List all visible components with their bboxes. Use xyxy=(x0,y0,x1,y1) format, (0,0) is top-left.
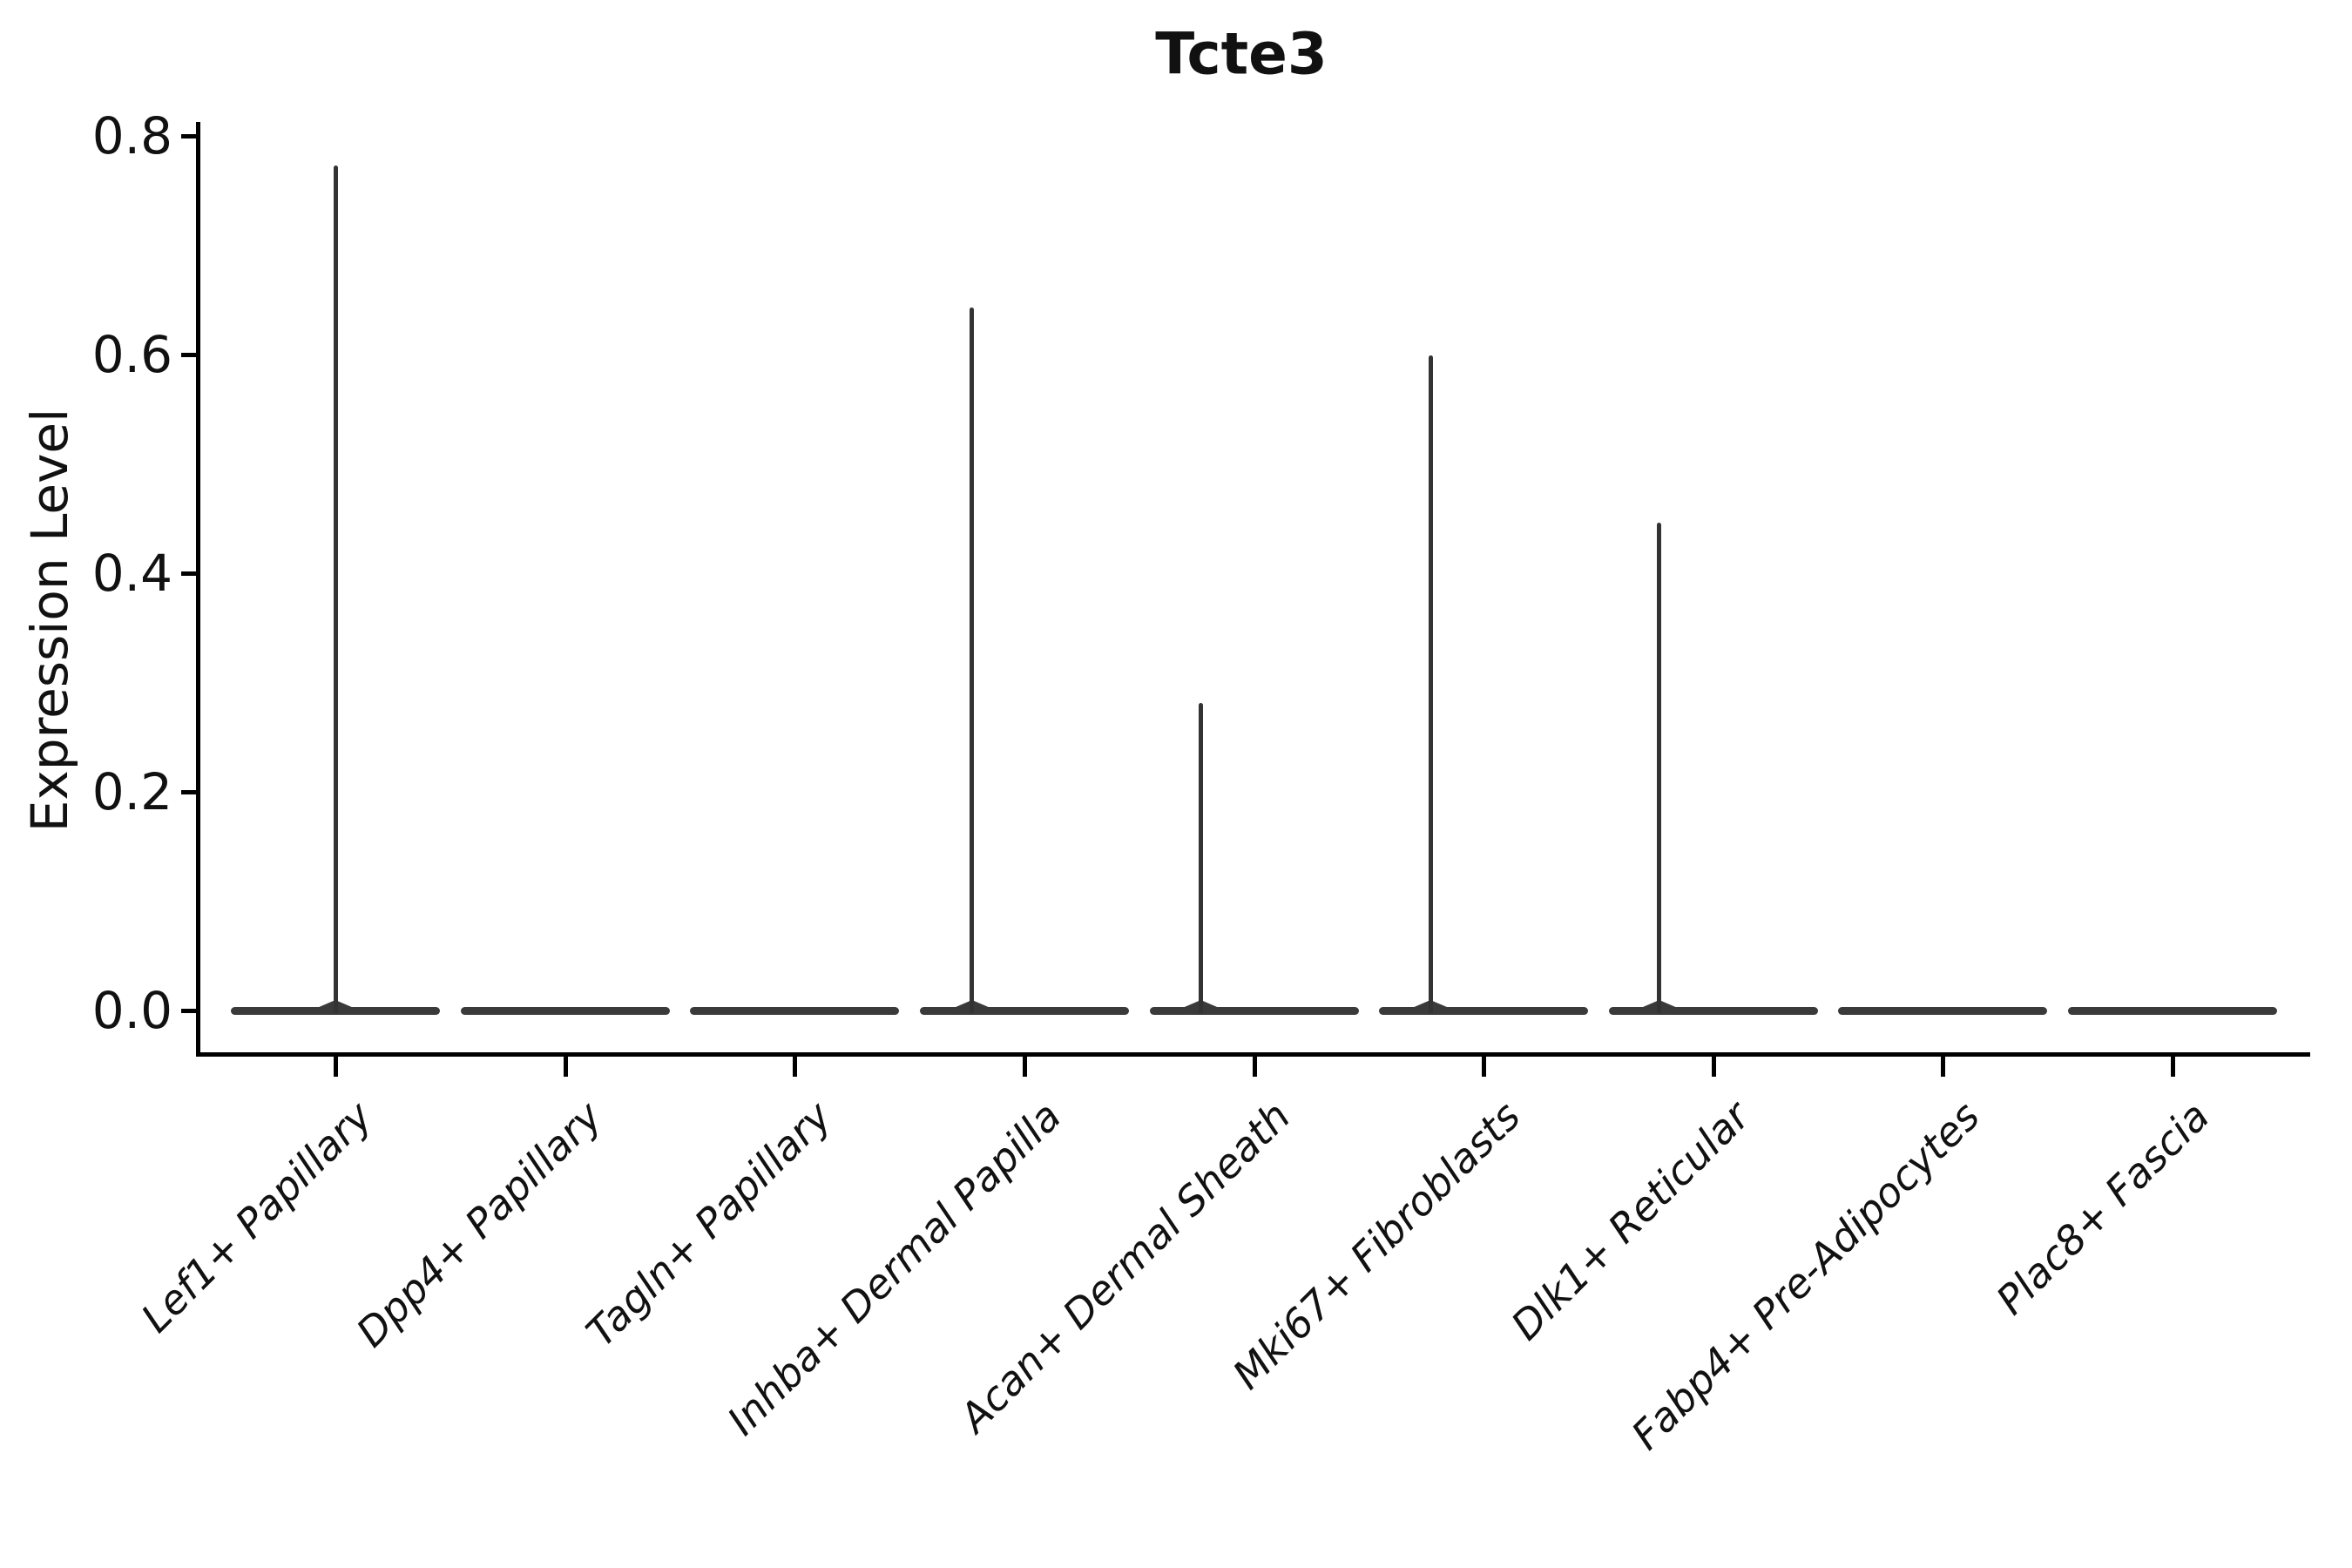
y-tick-label: 0.8 xyxy=(91,106,172,166)
violin-spike xyxy=(1428,355,1433,1013)
x-tick-label: Tagln+ Papillary xyxy=(577,1092,841,1356)
y-axis-label: Expression Level xyxy=(20,408,79,833)
violin-body xyxy=(690,1007,900,1015)
violin-body xyxy=(460,1007,670,1015)
y-tick-label: 0.0 xyxy=(91,981,172,1040)
violin-body xyxy=(919,1007,1129,1015)
x-tick-label: Dpp4+ Papillary xyxy=(347,1092,611,1356)
x-tick xyxy=(1711,1054,1716,1077)
violin-body xyxy=(1379,1007,1589,1015)
x-tick xyxy=(334,1054,338,1077)
violin-spike xyxy=(1199,703,1203,1013)
y-tick-label: 0.6 xyxy=(91,325,172,384)
x-tick-label: Lef1+ Papillary xyxy=(132,1092,382,1342)
y-axis-line xyxy=(196,122,200,1054)
violin-body xyxy=(1838,1007,2048,1015)
y-tick-label: 0.2 xyxy=(91,762,172,821)
y-tick xyxy=(181,1009,197,1013)
violin-body xyxy=(1608,1007,1818,1015)
violin-body xyxy=(1149,1007,1359,1015)
x-tick xyxy=(1941,1054,1946,1077)
x-tick-label: Dlk1+ Reticular xyxy=(1502,1092,1759,1349)
y-tick xyxy=(181,790,197,794)
x-tick xyxy=(1252,1054,1257,1077)
x-tick xyxy=(1482,1054,1487,1077)
x-tick-label: Plac8+ Fascia xyxy=(1986,1092,2219,1324)
violin-spike xyxy=(333,165,338,1013)
y-tick xyxy=(181,134,197,139)
y-tick xyxy=(181,353,197,357)
x-tick xyxy=(2171,1054,2175,1077)
x-tick xyxy=(1022,1054,1027,1077)
violin-spike xyxy=(1657,523,1662,1013)
y-tick-label: 0.4 xyxy=(91,544,172,603)
y-tick xyxy=(181,571,197,576)
violin-spike xyxy=(970,308,975,1013)
x-tick xyxy=(563,1054,568,1077)
plot-title: Tcte3 xyxy=(1155,20,1328,88)
violin-body xyxy=(2068,1007,2277,1015)
x-tick xyxy=(793,1054,798,1077)
